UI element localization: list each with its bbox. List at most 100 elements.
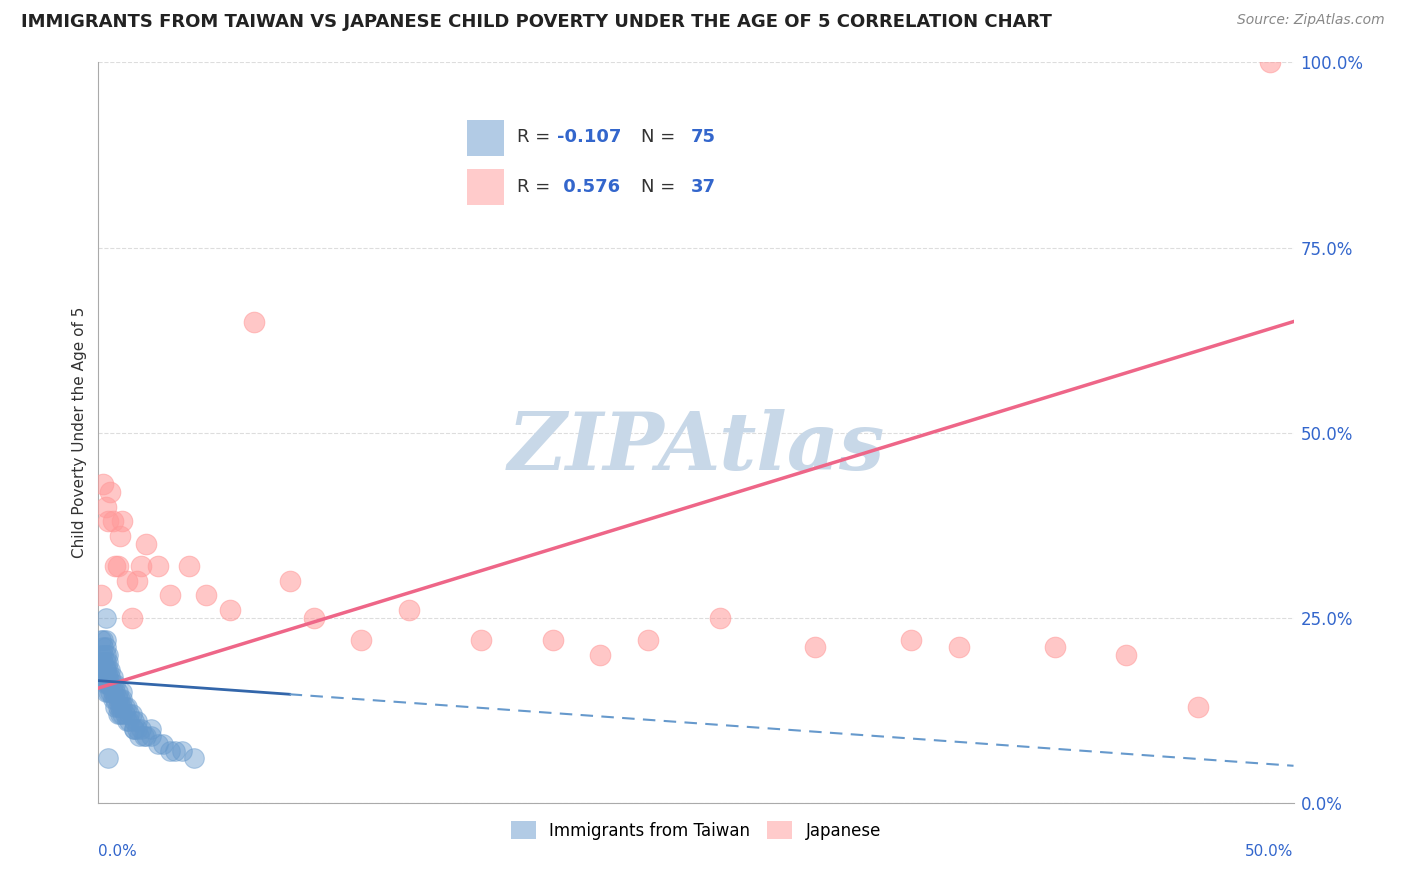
Point (470, 632, 492, 647)
Point (125, 714, 148, 729)
Point (97, 677, 120, 691)
Point (148, 737, 170, 751)
Point (98, 685, 122, 699)
Point (101, 677, 124, 691)
Point (121, 706, 143, 721)
Point (115, 574, 138, 588)
Point (94, 670, 117, 684)
Point (107, 699, 129, 714)
Point (135, 729, 157, 743)
Point (111, 515, 134, 529)
Point (159, 589, 181, 603)
Point (135, 536, 157, 550)
Point (108, 529, 131, 543)
Point (1115, 648, 1137, 662)
Point (163, 744, 186, 758)
Point (97, 677, 120, 691)
Point (104, 692, 127, 706)
Point (152, 737, 174, 751)
Point (101, 692, 124, 706)
Point (91, 477, 114, 491)
Point (114, 706, 136, 721)
Point (97, 751, 120, 765)
Point (98, 663, 122, 677)
Point (118, 714, 141, 729)
Point (115, 699, 138, 714)
Point (101, 515, 124, 529)
Point (108, 699, 131, 714)
Point (104, 699, 127, 714)
Point (90, 648, 112, 662)
Point (101, 685, 124, 699)
Point (97, 685, 120, 699)
Point (107, 692, 129, 706)
Point (124, 722, 146, 736)
Point (98, 677, 122, 691)
Point (131, 558, 153, 573)
Point (948, 640, 970, 655)
Point (97, 515, 120, 529)
Point (243, 314, 266, 328)
Point (121, 610, 143, 624)
Point (195, 589, 218, 603)
Point (101, 670, 124, 684)
Point (91, 632, 114, 647)
Point (125, 574, 148, 588)
Point (541, 632, 564, 647)
Point (94, 677, 117, 691)
Point (107, 685, 129, 699)
Point (87, 663, 110, 677)
Point (98, 670, 122, 684)
Point (97, 663, 120, 677)
Point (90, 632, 112, 647)
Point (115, 714, 138, 729)
Point (94, 500, 117, 514)
Point (94, 663, 117, 677)
Point (91, 670, 114, 684)
Point (804, 640, 827, 655)
Point (107, 706, 129, 721)
Point (94, 610, 117, 624)
Point (94, 632, 117, 647)
Point (589, 648, 612, 662)
Point (131, 722, 153, 736)
Point (139, 729, 162, 743)
Point (94, 685, 117, 699)
Point (114, 699, 136, 714)
Text: 0.0%: 0.0% (98, 844, 138, 858)
Point (104, 677, 127, 691)
Point (97, 648, 120, 662)
Point (1187, 699, 1209, 714)
Point (179, 558, 201, 573)
Point (111, 685, 134, 699)
Point (124, 714, 146, 729)
Point (90, 655, 112, 669)
Point (128, 729, 150, 743)
Point (1043, 640, 1066, 655)
Point (91, 640, 114, 655)
Point (111, 706, 134, 721)
Point (97, 670, 120, 684)
Point (94, 640, 117, 655)
Point (107, 558, 129, 573)
Point (148, 558, 170, 573)
Point (709, 610, 731, 624)
Point (97, 655, 120, 669)
Point (98, 484, 122, 499)
Point (302, 610, 325, 624)
Point (90, 589, 112, 603)
Point (94, 655, 117, 669)
Legend: Immigrants from Taiwan, Japanese: Immigrants from Taiwan, Japanese (505, 814, 887, 847)
Point (172, 744, 194, 758)
Point (111, 699, 134, 714)
Point (111, 692, 134, 706)
Point (132, 729, 155, 743)
Point (94, 648, 117, 662)
Point (91, 655, 114, 669)
Text: 50.0%: 50.0% (1246, 844, 1294, 858)
Point (124, 722, 146, 736)
Point (108, 692, 131, 706)
Point (637, 632, 659, 647)
Text: IMMIGRANTS FROM TAIWAN VS JAPANESE CHILD POVERTY UNDER THE AGE OF 5 CORRELATION : IMMIGRANTS FROM TAIWAN VS JAPANESE CHILD… (21, 13, 1052, 31)
Point (183, 751, 205, 765)
